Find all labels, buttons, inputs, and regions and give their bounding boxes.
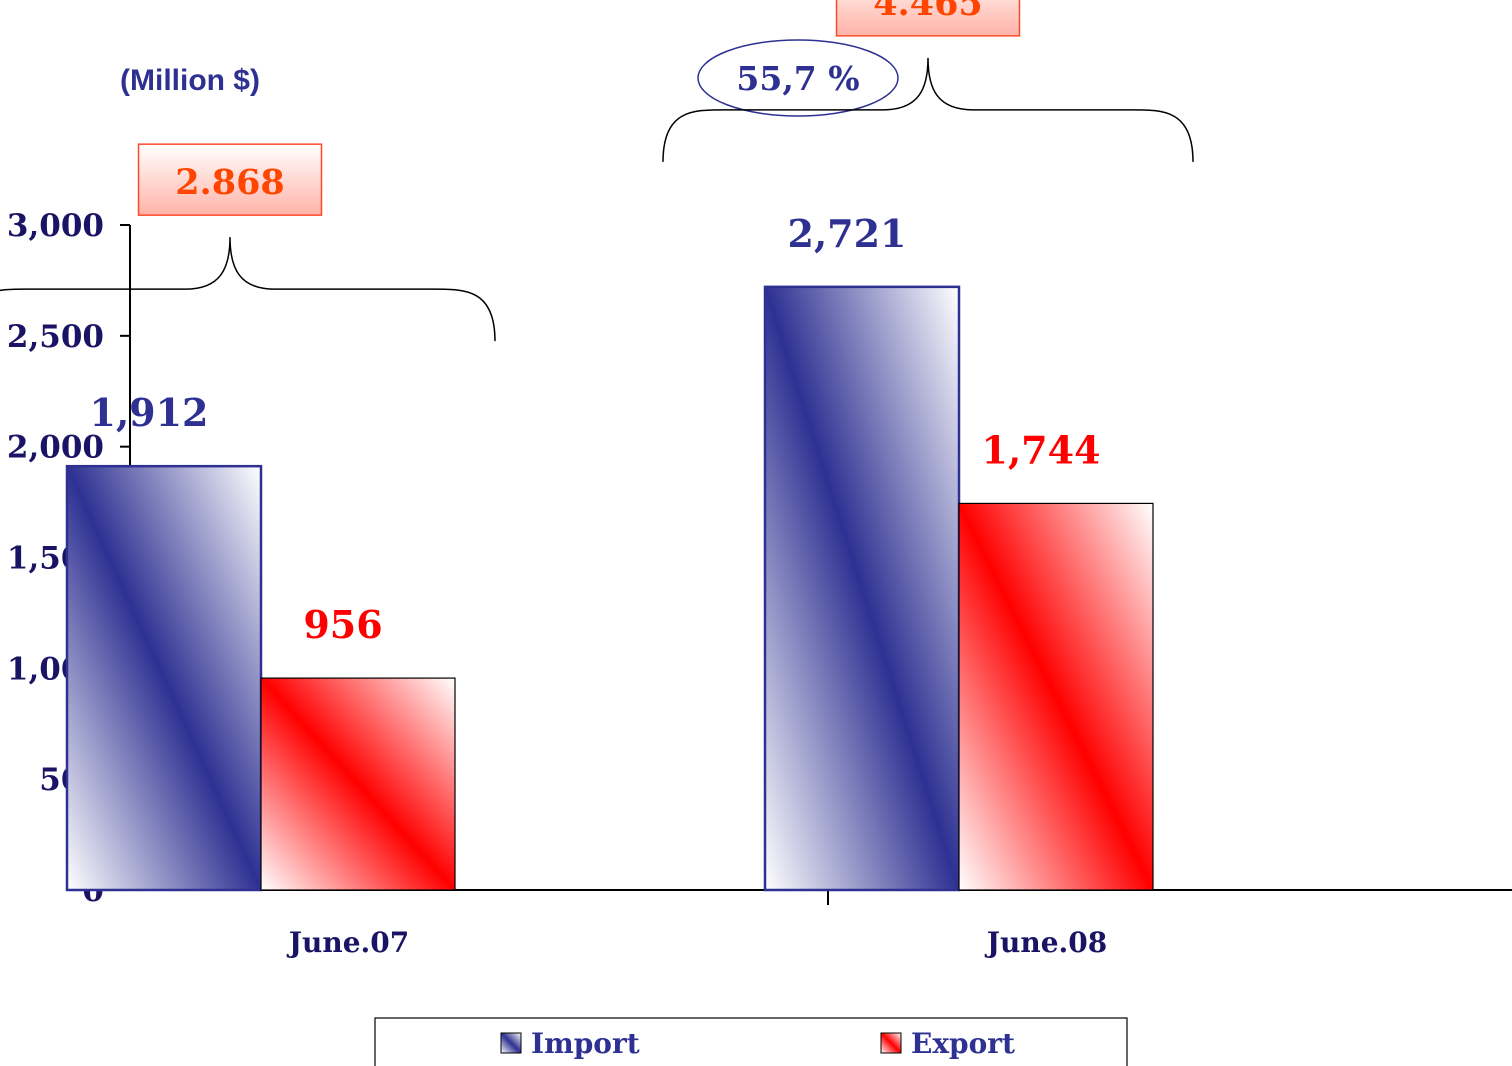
bars xyxy=(65,285,1154,892)
growth-label: 55,7 % xyxy=(736,59,859,98)
total-value: 4.465 xyxy=(873,0,983,24)
data-label-import: 1,912 xyxy=(90,390,209,435)
value-labels: 1,912 956 2,721 1,744 xyxy=(90,211,1101,647)
legend-label-export: Export xyxy=(911,1027,1015,1060)
total-box xyxy=(137,143,323,216)
bar-import xyxy=(65,464,263,892)
x-ticks: June.07 June.08 xyxy=(286,890,1108,959)
bar-export xyxy=(958,502,1154,891)
bar-export xyxy=(260,677,456,891)
legend-swatch-import xyxy=(500,1032,522,1054)
y-tick-label: 2,000 xyxy=(7,430,104,466)
unit-label: (Million $) xyxy=(120,64,260,97)
growth-ellipse xyxy=(697,39,899,117)
data-label-import: 2,721 xyxy=(788,211,907,256)
legend-box xyxy=(374,1017,1128,1066)
x-category-label: June.07 xyxy=(286,926,410,959)
legend-swatch-export xyxy=(880,1032,902,1054)
total-value: 2.868 xyxy=(175,162,285,203)
bar-import xyxy=(763,285,961,892)
legend-label-import: Import xyxy=(531,1027,640,1060)
total-box xyxy=(835,0,1021,37)
legend: Import Export xyxy=(374,1017,1128,1066)
y-tick-label: 3,000 xyxy=(7,208,104,244)
total-brace xyxy=(662,57,1194,162)
x-category-label: June.08 xyxy=(984,926,1108,959)
x-axis: June.07 June.08 xyxy=(130,889,1512,959)
y-tick-label: 2,500 xyxy=(7,319,104,355)
total-boxes: 2.868 4.465 xyxy=(137,0,1021,216)
data-label-export: 1,744 xyxy=(982,427,1101,472)
data-label-export: 956 xyxy=(303,602,382,647)
